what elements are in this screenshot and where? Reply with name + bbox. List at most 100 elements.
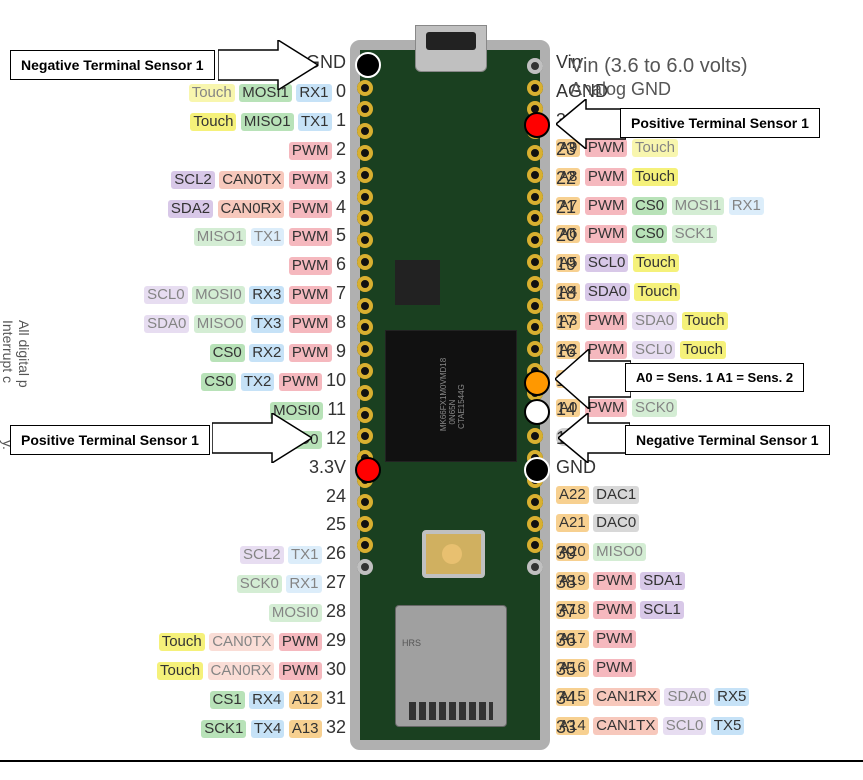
pin-number: 24: [326, 486, 346, 506]
pin-tag: PWM: [289, 315, 332, 333]
pin-tag: TX1: [298, 113, 332, 131]
pin-tag: CAN0TX: [209, 633, 274, 651]
pin-tag: Touch: [682, 312, 728, 330]
pin-tag: TX4: [251, 720, 285, 738]
left-pin-row: 3.3V: [309, 457, 346, 479]
pin-number: 6: [336, 254, 346, 274]
chip-main: MK66FX1M0VMD18 0N65N CTAE1544G: [385, 330, 517, 462]
arrow-right-1: [218, 40, 318, 90]
pin-number: 18: [556, 283, 576, 304]
left-pin-row: 24: [326, 486, 346, 508]
pin-tag: Touch: [680, 341, 726, 359]
pin-tag: PWM: [585, 197, 628, 215]
pin-tag: SCL1: [640, 601, 684, 619]
right-pin-row: 19 A5 SCL0 Touch: [556, 254, 679, 276]
arrow-left-2: [555, 349, 631, 409]
pin-tag: CAN1TX: [593, 717, 658, 735]
pin-tag: MISO1: [241, 113, 294, 131]
left-pin-row: MOSI0 28: [269, 601, 346, 623]
pin-tag: MOSI0: [192, 286, 245, 304]
pin-number: 4: [336, 197, 346, 217]
pin-tag: A22: [556, 486, 589, 504]
dot-33v-top-right: [524, 112, 550, 138]
pin-tag: RX5: [714, 688, 749, 706]
pin-tag: TX5: [711, 717, 745, 735]
sd-card-slot: HRS: [395, 605, 507, 727]
callout-neg-top: Negative Terminal Sensor 1: [10, 50, 215, 80]
pin-tag: Touch: [633, 254, 679, 272]
pin-tag: MOSI0: [269, 604, 322, 622]
pin-tag: SDA0: [632, 312, 677, 330]
left-pin-row: MISO1 TX1 PWM 5: [194, 225, 346, 247]
pin-tag: PWM: [289, 344, 332, 362]
pin-tag: SCL0: [632, 341, 676, 359]
right-pin-row: 21 A7 PWM CS0 MOSI1 RX1: [556, 197, 764, 219]
usb-connector: [415, 25, 487, 72]
pin-tag: PWM: [289, 142, 332, 160]
arrow-left-1: [556, 99, 626, 149]
left-pin-row: PWM 2: [289, 139, 346, 161]
right-pin-row: 34 A15 CAN1RX SDA0 RX5: [556, 688, 749, 710]
left-pin-row: SCK0 RX1 27: [237, 572, 346, 594]
pin-tag: A12: [289, 691, 322, 709]
pin-tag: RX3: [249, 286, 284, 304]
pin-tag: SDA0: [144, 315, 189, 333]
pin-tag: RX1: [286, 575, 321, 593]
pin-tag: DAC1: [593, 486, 639, 504]
dot-a0: [524, 399, 550, 425]
pin-tag: SCL0: [585, 254, 629, 272]
left-pin-row: Touch MISO1 TX1 1: [190, 110, 346, 132]
right-pin-row: 33 A14 CAN1TX SCL0 TX5: [556, 717, 744, 739]
pin-tag: PWM: [279, 662, 322, 680]
pin-tag: PWM: [289, 286, 332, 304]
pin-tag: Touch: [632, 168, 678, 186]
pin-tag: TX1: [288, 546, 322, 564]
pin-tag: SCK1: [201, 720, 246, 738]
pin-tag: A21: [556, 514, 589, 532]
pin-number: 20: [556, 225, 576, 246]
pin-number: 17: [556, 312, 576, 333]
pin-tag: PWM: [585, 168, 628, 186]
pin-tag: PWM: [289, 228, 332, 246]
callout-analog-map: A0 = Sens. 1 A1 = Sens. 2: [625, 363, 804, 392]
pin-number: 34: [556, 688, 576, 709]
pin-tag: MISO0: [194, 315, 247, 333]
pin-tag: SDA2: [168, 200, 213, 218]
pin-tag: TX2: [241, 373, 275, 391]
pin-tag: MISO1: [194, 228, 247, 246]
pin-tag: Touch: [634, 283, 680, 301]
right-pin-row: 36 A17 PWM: [556, 630, 636, 652]
pin-tag: CAN0TX: [219, 171, 284, 189]
pin-tag: PWM: [593, 630, 636, 648]
right-pin-row: A22 DAC1: [556, 486, 639, 508]
left-pin-row: 25: [326, 514, 346, 536]
dot-gnd-top-left: [355, 52, 381, 78]
pin-number: 33: [556, 717, 576, 738]
pin-number: 8: [336, 312, 346, 332]
dot-a1: [524, 370, 550, 396]
pin-tag: PWM: [279, 633, 322, 651]
pin-number: 2: [336, 139, 346, 159]
right-pin-row: 38 A19 PWM SDA1: [556, 572, 685, 594]
callout-neg-bot: Negative Terminal Sensor 1: [625, 425, 830, 455]
pin-number: 19: [556, 254, 576, 275]
pin-number: 0: [336, 81, 346, 101]
right-pin-row: 22 A8 PWM Touch: [556, 168, 678, 190]
right-pin-row: 39 A20 MISO0: [556, 543, 646, 565]
pin-number: 37: [556, 601, 576, 622]
pin-tag: CAN1RX: [593, 688, 660, 706]
left-pin-row: PWM 6: [289, 254, 346, 276]
pin-tag: SCK0: [632, 399, 677, 417]
pin-tag: CAN0RX: [218, 200, 285, 218]
pin-tag: PWM: [289, 171, 332, 189]
pin-number: 38: [556, 572, 576, 593]
right-pin-row: 35 A16 PWM: [556, 659, 636, 681]
left-pin-row: SCL2 TX1 26: [240, 543, 346, 565]
pin-tag: A13: [289, 720, 322, 738]
pin-tag: CS0: [632, 225, 667, 243]
pin-tag: Touch: [632, 139, 678, 157]
pin-tag: SCL0: [144, 286, 188, 304]
right-pin-row: 20 A6 PWM CS0 SCK1: [556, 225, 717, 247]
pin-number: 30: [326, 659, 346, 679]
pin-tag: PWM: [585, 225, 628, 243]
